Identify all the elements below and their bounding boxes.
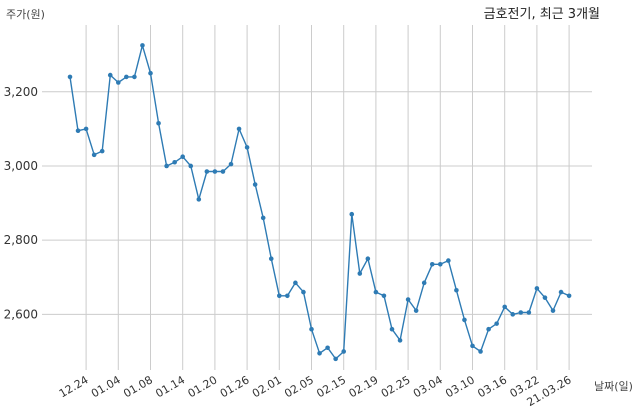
- x-tick-label: 03.10: [443, 373, 477, 400]
- data-point: [405, 297, 411, 302]
- data-point: [558, 289, 564, 295]
- data-point: [212, 169, 218, 174]
- data-point: [317, 351, 322, 356]
- y-tick-label: 2,800: [4, 233, 38, 247]
- data-point: [534, 286, 540, 291]
- data-point: [148, 70, 153, 76]
- data-point: [381, 293, 387, 299]
- data-point: [220, 169, 226, 174]
- data-point: [438, 261, 443, 267]
- data-point: [75, 128, 81, 134]
- x-tick-label: 02.05: [282, 373, 316, 400]
- data-point: [252, 182, 258, 187]
- data-point: [357, 271, 363, 276]
- data-point: [285, 293, 290, 299]
- data-point: [510, 312, 516, 317]
- data-point: [397, 338, 403, 343]
- data-point: [172, 159, 177, 165]
- data-point: [244, 145, 250, 150]
- data-point: [389, 326, 395, 332]
- y-tick-label: 3,000: [4, 159, 38, 173]
- data-point: [188, 163, 194, 169]
- y-tick-label: 3,200: [4, 85, 38, 99]
- y-tick-label: 2,600: [4, 307, 38, 321]
- data-point: [478, 349, 483, 354]
- data-point: [486, 326, 491, 332]
- series-line: [69, 44, 570, 360]
- data-point: [365, 256, 371, 262]
- data-point: [268, 256, 274, 262]
- data-point: [454, 287, 459, 293]
- data-point: [502, 304, 508, 310]
- data-point: [99, 148, 105, 154]
- y-axis-label: 주가(원): [6, 8, 45, 21]
- x-tick-label: 01.26: [218, 373, 252, 400]
- data-point: [349, 211, 355, 217]
- data-point: [542, 295, 548, 300]
- data-point: [341, 349, 347, 354]
- x-tick-label: 02.01: [250, 373, 284, 400]
- x-tick-label: 03.04: [411, 373, 445, 400]
- data-point: [526, 310, 532, 315]
- x-tick-labels: 12.2401.0401.0801.1401.2001.2602.0102.05…: [57, 373, 574, 409]
- data-point: [83, 126, 89, 132]
- data-point: [124, 74, 129, 80]
- data-point: [91, 152, 97, 158]
- chart-title: 금호전기, 최근 3개월: [484, 7, 600, 22]
- data-point: [301, 289, 306, 295]
- data-point: [462, 317, 467, 323]
- price-series: [67, 43, 572, 362]
- data-point: [566, 293, 572, 299]
- data-point: [550, 308, 556, 313]
- data-point: [446, 258, 451, 263]
- data-point: [309, 326, 314, 332]
- data-point: [470, 343, 475, 349]
- data-point: [140, 43, 145, 48]
- data-point: [277, 293, 282, 299]
- x-tick-label: 01.14: [153, 373, 187, 400]
- data-point: [228, 161, 234, 167]
- x-tick-label: 12.24: [57, 373, 91, 400]
- data-point: [333, 356, 338, 362]
- data-point: [373, 289, 379, 295]
- data-point: [196, 197, 202, 202]
- data-point: [180, 154, 185, 159]
- data-point: [132, 74, 137, 80]
- x-tick-label: 01.20: [186, 373, 220, 400]
- data-point: [494, 321, 499, 326]
- data-point: [293, 280, 298, 286]
- data-point: [164, 163, 169, 169]
- data-point: [236, 126, 242, 132]
- y-tick-labels: 2,600 2,800 3,000 3,200: [4, 85, 38, 322]
- data-point: [429, 261, 435, 267]
- x-tick-label: 01.04: [89, 373, 123, 400]
- data-point: [518, 310, 524, 315]
- x-tick-label: 03.16: [475, 373, 509, 400]
- data-point: [413, 308, 419, 313]
- data-point: [156, 121, 161, 126]
- x-tick-label: 01.08: [121, 373, 155, 400]
- x-tick-label: 02.25: [379, 373, 413, 400]
- x-tick-label: 02.19: [347, 373, 381, 400]
- data-point: [260, 215, 266, 221]
- data-point: [116, 80, 121, 85]
- data-point: [67, 74, 73, 80]
- x-axis-label: 날짜(일): [594, 379, 633, 393]
- data-point: [421, 280, 427, 286]
- x-tick-label: 02.15: [314, 373, 348, 400]
- data-point: [325, 345, 330, 351]
- data-point: [204, 169, 210, 174]
- data-point: [107, 72, 113, 78]
